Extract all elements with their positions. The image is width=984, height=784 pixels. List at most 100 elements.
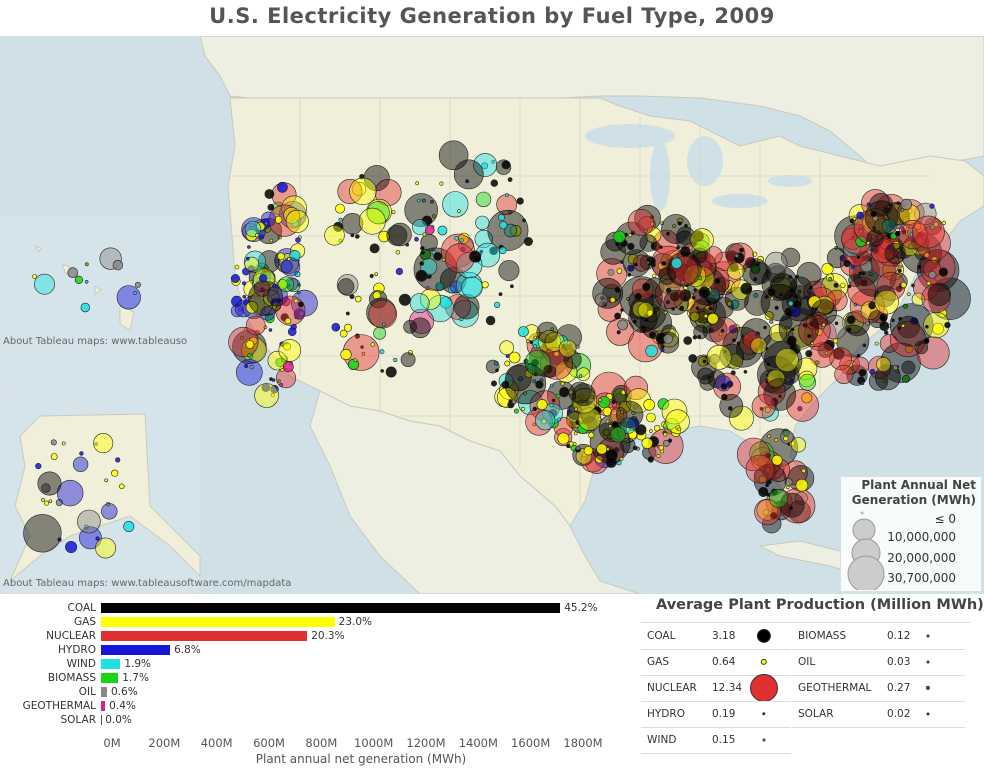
plant-marker-oil[interactable] [892, 365, 899, 371]
avg-dot-biomass[interactable] [926, 634, 930, 638]
plant-marker-gas[interactable] [602, 428, 611, 437]
plant-marker-gas[interactable] [821, 322, 826, 327]
plant-marker-coal[interactable] [823, 339, 835, 351]
plant-marker-gas[interactable] [764, 311, 774, 321]
plant-marker-coal[interactable] [766, 362, 771, 367]
plant-marker-coal[interactable] [868, 301, 876, 310]
plant-marker-coal[interactable] [647, 456, 654, 463]
plant-marker-hydro[interactable] [242, 294, 247, 299]
plant-marker-oil[interactable] [663, 333, 673, 344]
plant-marker-gas[interactable] [876, 356, 891, 372]
plant-marker-gas[interactable] [766, 369, 786, 388]
plant-marker-biomass[interactable] [475, 191, 492, 208]
plant-marker-gas[interactable] [550, 327, 555, 332]
plant-marker-hydro[interactable] [295, 237, 301, 243]
plant-marker-coal[interactable] [572, 383, 596, 407]
plant-marker-nuclear[interactable] [627, 209, 655, 236]
plant-marker-gas[interactable] [283, 207, 301, 224]
plant-marker-coal[interactable] [380, 369, 385, 373]
plant-marker-coal[interactable] [692, 230, 704, 242]
plant-marker-biomass[interactable] [869, 272, 873, 276]
plant-marker-coal[interactable] [661, 261, 667, 266]
plant-marker-gas[interactable] [616, 268, 623, 274]
plant-marker-gas[interactable] [661, 398, 688, 425]
plant-marker-hydro[interactable] [850, 264, 856, 269]
plant-marker-hydro[interactable] [272, 283, 278, 289]
plant-marker-hydro[interactable] [260, 305, 276, 321]
plant-marker-coal[interactable] [663, 289, 689, 316]
plant-marker-coal[interactable] [720, 328, 725, 333]
plant-marker-coal[interactable] [615, 400, 644, 429]
plant-marker-nuclear[interactable] [228, 326, 259, 358]
plant-marker-oil[interactable] [928, 270, 937, 279]
plant-marker-biomass[interactable] [598, 396, 611, 409]
plant-marker-gas[interactable] [832, 338, 839, 344]
plant-marker-gas[interactable] [354, 295, 362, 303]
plant-marker-coal[interactable] [600, 239, 627, 265]
plant-marker-coal[interactable] [661, 214, 691, 244]
plant-marker-wind[interactable] [244, 220, 262, 238]
plant-marker-wind[interactable] [535, 410, 556, 431]
plant-marker-gas[interactable] [801, 392, 813, 404]
plant-marker-nuclear[interactable] [268, 204, 301, 237]
plant-marker-gas[interactable] [432, 214, 436, 218]
plant-marker-biomass[interactable] [277, 379, 281, 383]
plant-marker-gas[interactable] [886, 205, 891, 209]
plant-marker-nuclear[interactable] [245, 315, 266, 336]
plant-marker-wind[interactable] [473, 153, 498, 177]
plant-marker-gas[interactable] [707, 313, 719, 325]
plant-marker-coal[interactable] [683, 336, 693, 345]
plant-marker-wind[interactable] [435, 282, 445, 291]
plant-marker-gas[interactable] [798, 370, 815, 388]
plant-marker-hydro[interactable] [245, 256, 250, 261]
plant-marker-coal[interactable] [509, 284, 514, 289]
plant-marker-oil[interactable] [794, 491, 808, 505]
plant-marker-wind[interactable] [34, 273, 55, 295]
plant-marker-gas[interactable] [576, 367, 591, 382]
plant-marker-oil[interactable] [430, 200, 434, 204]
plant-marker-gas[interactable] [283, 342, 291, 351]
plant-marker-wind[interactable] [421, 198, 426, 203]
plant-marker-gas[interactable] [422, 232, 427, 237]
plant-marker-gas[interactable] [840, 282, 846, 288]
plant-marker-coal[interactable] [731, 338, 736, 343]
plant-marker-nuclear[interactable] [757, 377, 786, 406]
plant-marker-coal[interactable] [779, 292, 784, 297]
plant-marker-coal[interactable] [386, 224, 408, 246]
plant-marker-hydro[interactable] [242, 281, 247, 286]
plant-marker-coal[interactable] [665, 300, 671, 305]
plant-marker-wind[interactable] [442, 191, 469, 218]
plant-marker-wind[interactable] [532, 379, 537, 384]
plant-marker-wind[interactable] [499, 221, 508, 230]
plant-marker-coal[interactable] [779, 492, 805, 518]
plant-marker-gas[interactable] [637, 302, 654, 319]
plant-marker-gas[interactable] [277, 279, 288, 290]
plant-marker-biomass[interactable] [752, 457, 758, 462]
plant-marker-coal[interactable] [698, 286, 711, 299]
plant-marker-wind[interactable] [788, 300, 794, 307]
plant-marker-coal[interactable] [770, 488, 778, 496]
plant-marker-oil[interactable] [134, 281, 141, 288]
plant-marker-biomass[interactable] [798, 373, 816, 391]
plant-marker-gas[interactable] [293, 298, 299, 304]
plant-marker-hydro[interactable] [465, 179, 470, 184]
plant-marker-gas[interactable] [643, 398, 656, 411]
plant-marker-gas[interactable] [558, 339, 577, 358]
plant-marker-gas[interactable] [340, 348, 352, 361]
plant-marker-coal[interactable] [23, 514, 62, 553]
plant-marker-oil[interactable] [860, 381, 865, 386]
plant-marker-nuclear[interactable] [834, 364, 854, 385]
plant-marker-nuclear[interactable] [754, 498, 781, 526]
plant-marker-hydro[interactable] [230, 304, 244, 318]
plant-marker-gas[interactable] [663, 432, 668, 437]
plant-marker-coal[interactable] [691, 354, 717, 380]
plant-marker-oil[interactable] [94, 442, 98, 446]
plant-marker-gas[interactable] [415, 181, 420, 186]
plant-marker-wind[interactable] [503, 223, 518, 238]
plant-marker-biomass[interactable] [828, 276, 833, 281]
plant-marker-gas[interactable] [245, 301, 259, 314]
plant-marker-gas[interactable] [238, 307, 242, 312]
plant-marker-wind[interactable] [753, 292, 759, 298]
plant-marker-coal[interactable] [924, 338, 930, 344]
plant-marker-coal[interactable] [901, 229, 907, 235]
